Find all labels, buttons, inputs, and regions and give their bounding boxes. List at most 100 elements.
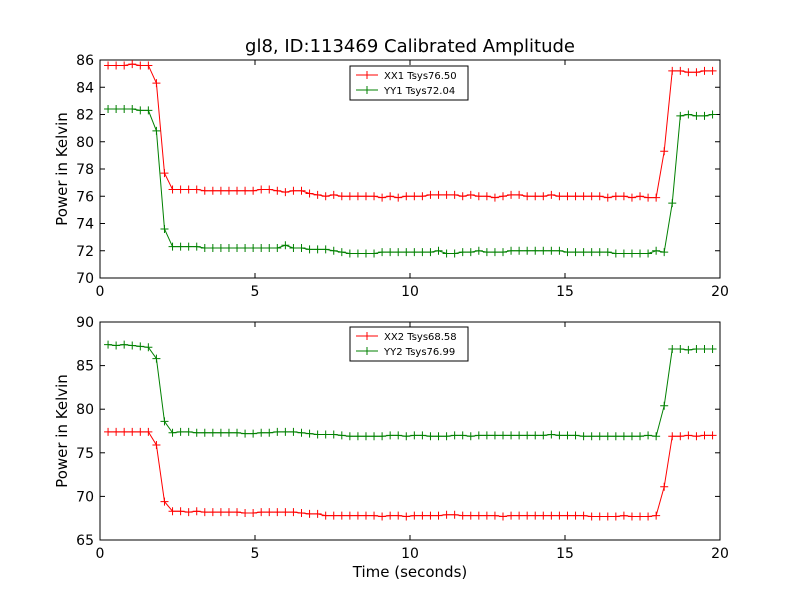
data-point <box>249 186 258 195</box>
data-point <box>345 249 354 258</box>
data-point <box>120 105 129 114</box>
data-point <box>208 508 217 517</box>
data-point <box>136 61 145 70</box>
data-point <box>708 110 717 119</box>
data-point <box>507 246 516 255</box>
data-point <box>619 192 628 201</box>
data-point <box>515 431 524 440</box>
data-point <box>515 511 524 520</box>
data-point <box>273 427 282 436</box>
data-point <box>700 111 709 120</box>
data-point <box>603 432 612 441</box>
data-point <box>386 248 395 257</box>
data-point <box>684 68 693 77</box>
data-point <box>603 512 612 521</box>
legend-label: YY2 Tsys76.99 <box>383 347 455 358</box>
data-point <box>128 427 137 436</box>
data-point <box>120 340 129 349</box>
data-point <box>531 246 540 255</box>
data-point <box>692 68 701 77</box>
data-point <box>571 248 580 257</box>
data-point <box>168 185 177 194</box>
data-point <box>611 192 620 201</box>
data-point <box>394 248 403 257</box>
legend-marker <box>363 86 371 94</box>
data-point <box>152 354 161 363</box>
data-point <box>281 427 290 436</box>
series-line <box>108 431 713 517</box>
data-point <box>273 244 282 253</box>
data-point <box>144 106 153 115</box>
data-point <box>587 248 596 257</box>
data-point <box>192 428 201 437</box>
data-point <box>619 249 628 258</box>
data-point <box>418 431 427 440</box>
data-point <box>184 242 193 251</box>
data-point <box>265 428 274 437</box>
data-point <box>378 248 387 257</box>
data-point <box>337 511 346 520</box>
x-axis-label: Time (seconds) <box>352 563 468 581</box>
series-xx <box>104 427 717 521</box>
y-tick-label: 90 <box>76 315 94 331</box>
data-point <box>627 512 636 521</box>
data-point <box>168 507 177 516</box>
data-point <box>329 430 338 439</box>
y-axis-label: Power in Kelvin <box>53 374 71 488</box>
data-point <box>499 512 507 521</box>
data-point <box>482 192 491 201</box>
data-point <box>249 244 258 253</box>
data-point <box>176 242 185 251</box>
data-point <box>394 431 403 440</box>
data-point <box>265 508 274 517</box>
data-point <box>531 511 540 520</box>
data-point <box>305 189 314 198</box>
data-point <box>176 507 185 516</box>
data-point <box>660 147 669 156</box>
data-point <box>418 511 427 520</box>
data-point <box>474 511 483 520</box>
data-point <box>361 432 370 441</box>
series-yy <box>104 105 717 258</box>
data-point <box>104 61 113 70</box>
data-point <box>619 511 628 520</box>
data-point <box>216 508 225 517</box>
data-point <box>200 244 209 253</box>
data-point <box>442 432 451 441</box>
data-point <box>144 343 153 352</box>
data-point <box>636 512 645 521</box>
chart-title: gl8, ID:113469 Calibrated Amplitude <box>245 36 575 57</box>
data-point <box>361 192 370 201</box>
data-point <box>128 341 137 350</box>
y-tick-label: 78 <box>76 162 94 178</box>
data-point <box>595 192 604 201</box>
data-point <box>168 242 177 251</box>
data-point <box>224 186 233 195</box>
data-point <box>200 186 209 195</box>
data-point <box>402 432 411 441</box>
x-tick-label: 10 <box>401 284 419 300</box>
data-point <box>370 432 379 441</box>
data-point <box>241 186 250 195</box>
data-point <box>571 192 580 201</box>
data-point <box>555 511 564 520</box>
data-point <box>386 431 395 440</box>
data-point <box>611 249 620 258</box>
data-point <box>208 186 217 195</box>
data-point <box>587 512 596 521</box>
data-point <box>128 60 137 69</box>
data-point <box>563 192 572 201</box>
data-point <box>257 428 266 437</box>
y-tick-label: 85 <box>76 359 94 375</box>
data-point <box>523 431 532 440</box>
data-point <box>426 248 435 257</box>
data-point <box>587 192 596 201</box>
data-point <box>636 192 645 201</box>
data-point <box>128 105 137 114</box>
data-point <box>378 432 387 441</box>
data-point <box>434 511 443 520</box>
data-point <box>523 246 532 255</box>
data-point <box>700 66 709 75</box>
data-point <box>595 432 604 441</box>
